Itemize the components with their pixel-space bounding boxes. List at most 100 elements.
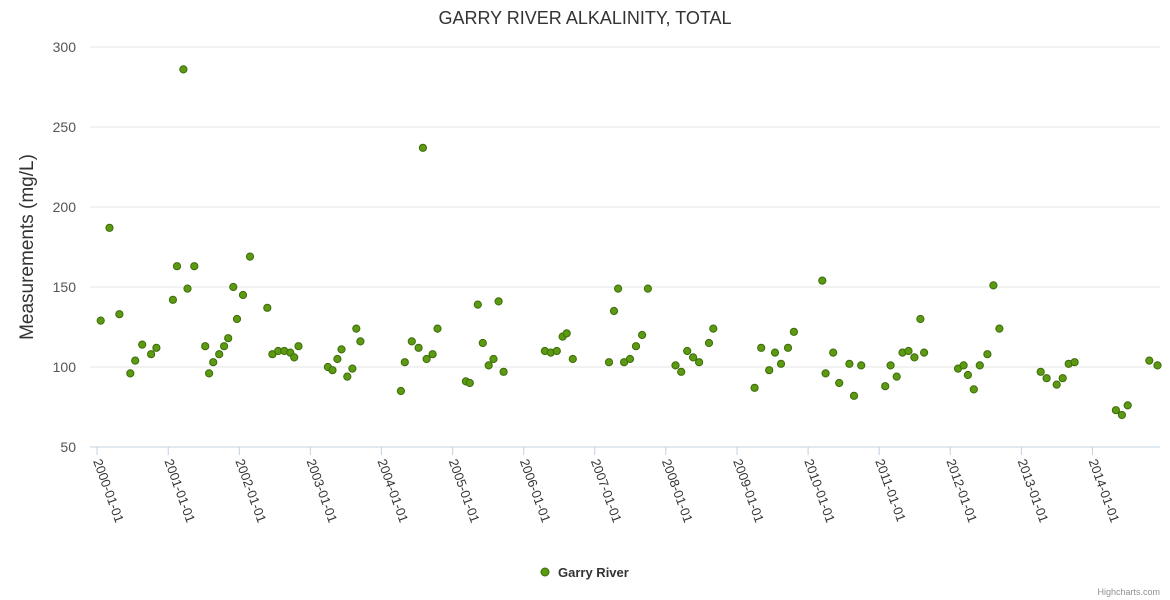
data-point[interactable] bbox=[190, 262, 199, 271]
data-point[interactable] bbox=[215, 350, 224, 359]
data-point[interactable] bbox=[829, 348, 838, 357]
data-point[interactable] bbox=[352, 324, 361, 333]
data-point[interactable] bbox=[677, 367, 686, 376]
data-point[interactable] bbox=[1070, 358, 1079, 367]
data-point[interactable] bbox=[183, 284, 192, 293]
data-point[interactable] bbox=[638, 330, 647, 340]
data-point[interactable] bbox=[845, 359, 854, 368]
data-point[interactable] bbox=[1145, 356, 1154, 365]
data-point[interactable] bbox=[789, 327, 799, 336]
data-point[interactable] bbox=[562, 329, 571, 338]
data-point[interactable] bbox=[328, 366, 337, 375]
data-point[interactable] bbox=[131, 356, 140, 365]
data-point[interactable] bbox=[263, 303, 272, 312]
data-point[interactable] bbox=[428, 350, 437, 359]
data-point[interactable] bbox=[96, 316, 105, 325]
data-point[interactable] bbox=[671, 361, 680, 370]
data-point[interactable] bbox=[238, 290, 248, 300]
data-point[interactable] bbox=[147, 350, 156, 359]
data-point[interactable] bbox=[172, 262, 182, 271]
data-point[interactable] bbox=[245, 252, 255, 261]
data-point[interactable] bbox=[138, 340, 147, 349]
data-point[interactable] bbox=[499, 367, 508, 376]
data-point[interactable] bbox=[969, 385, 978, 394]
data-point[interactable] bbox=[920, 348, 929, 357]
data-point[interactable] bbox=[290, 353, 299, 362]
data-point[interactable] bbox=[765, 366, 774, 375]
data-point[interactable] bbox=[695, 358, 704, 367]
credits-link[interactable]: Highcharts.com bbox=[1097, 587, 1160, 597]
data-point[interactable] bbox=[201, 342, 210, 351]
data-point[interactable] bbox=[989, 281, 998, 290]
data-point[interactable] bbox=[232, 314, 242, 324]
data-point[interactable] bbox=[821, 369, 830, 378]
data-point[interactable] bbox=[396, 386, 405, 396]
data-point[interactable] bbox=[414, 343, 423, 352]
data-point[interactable] bbox=[983, 350, 992, 359]
data-point[interactable] bbox=[418, 143, 427, 152]
data-point[interactable] bbox=[975, 361, 984, 370]
legend[interactable]: Garry River bbox=[540, 565, 629, 580]
data-point[interactable] bbox=[683, 346, 692, 356]
data-point[interactable] bbox=[892, 372, 901, 381]
data-point[interactable] bbox=[552, 346, 561, 356]
data-point[interactable] bbox=[1058, 374, 1067, 383]
data-point[interactable] bbox=[433, 324, 442, 333]
data-point[interactable] bbox=[783, 343, 793, 352]
data-point[interactable] bbox=[995, 324, 1004, 333]
data-point[interactable] bbox=[643, 284, 653, 293]
data-point[interactable] bbox=[105, 223, 114, 232]
data-point[interactable] bbox=[614, 284, 623, 293]
data-point[interactable] bbox=[407, 337, 416, 346]
data-point[interactable] bbox=[959, 361, 968, 370]
data-point[interactable] bbox=[484, 361, 493, 370]
data-point[interactable] bbox=[604, 358, 614, 367]
data-point[interactable] bbox=[1042, 374, 1051, 383]
data-point[interactable] bbox=[489, 354, 498, 364]
data-point[interactable] bbox=[115, 310, 124, 319]
data-point[interactable] bbox=[709, 324, 718, 333]
data-point[interactable] bbox=[1052, 380, 1061, 389]
data-point[interactable] bbox=[494, 297, 503, 306]
data-point[interactable] bbox=[857, 361, 866, 370]
data-point[interactable] bbox=[1153, 361, 1162, 370]
data-point[interactable] bbox=[625, 354, 635, 364]
data-point[interactable] bbox=[886, 361, 895, 370]
data-point[interactable] bbox=[904, 346, 913, 356]
data-point[interactable] bbox=[294, 342, 303, 351]
data-point[interactable] bbox=[1117, 410, 1127, 420]
data-point[interactable] bbox=[910, 353, 919, 362]
data-point[interactable] bbox=[224, 334, 233, 343]
data-point[interactable] bbox=[568, 354, 577, 364]
data-point[interactable] bbox=[770, 348, 780, 357]
data-point[interactable] bbox=[400, 358, 409, 367]
data-point[interactable] bbox=[881, 382, 890, 391]
data-point[interactable] bbox=[229, 282, 238, 292]
series-garry-river[interactable] bbox=[96, 65, 1162, 420]
data-point[interactable] bbox=[422, 354, 431, 364]
data-point[interactable] bbox=[333, 354, 342, 364]
data-point[interactable] bbox=[835, 378, 844, 388]
data-point[interactable] bbox=[776, 359, 786, 368]
data-point[interactable] bbox=[205, 369, 214, 378]
data-point[interactable] bbox=[689, 353, 698, 362]
data-point[interactable] bbox=[337, 345, 346, 354]
data-point[interactable] bbox=[750, 383, 759, 392]
data-point[interactable] bbox=[152, 343, 161, 352]
data-point[interactable] bbox=[168, 295, 177, 304]
data-point[interactable] bbox=[126, 369, 135, 378]
data-point[interactable] bbox=[348, 364, 357, 373]
data-point[interactable] bbox=[179, 65, 188, 74]
data-point[interactable] bbox=[916, 314, 925, 324]
data-point[interactable] bbox=[704, 338, 714, 348]
data-point[interactable] bbox=[1111, 406, 1121, 415]
data-point[interactable] bbox=[356, 337, 365, 346]
data-point[interactable] bbox=[849, 391, 859, 400]
data-point[interactable] bbox=[963, 370, 973, 380]
data-point[interactable] bbox=[818, 276, 827, 285]
data-point[interactable] bbox=[609, 306, 619, 316]
data-point[interactable] bbox=[343, 372, 352, 381]
data-point[interactable] bbox=[757, 343, 766, 352]
data-point[interactable] bbox=[631, 342, 641, 351]
legend-item-garry-river[interactable]: Garry River bbox=[558, 565, 629, 580]
